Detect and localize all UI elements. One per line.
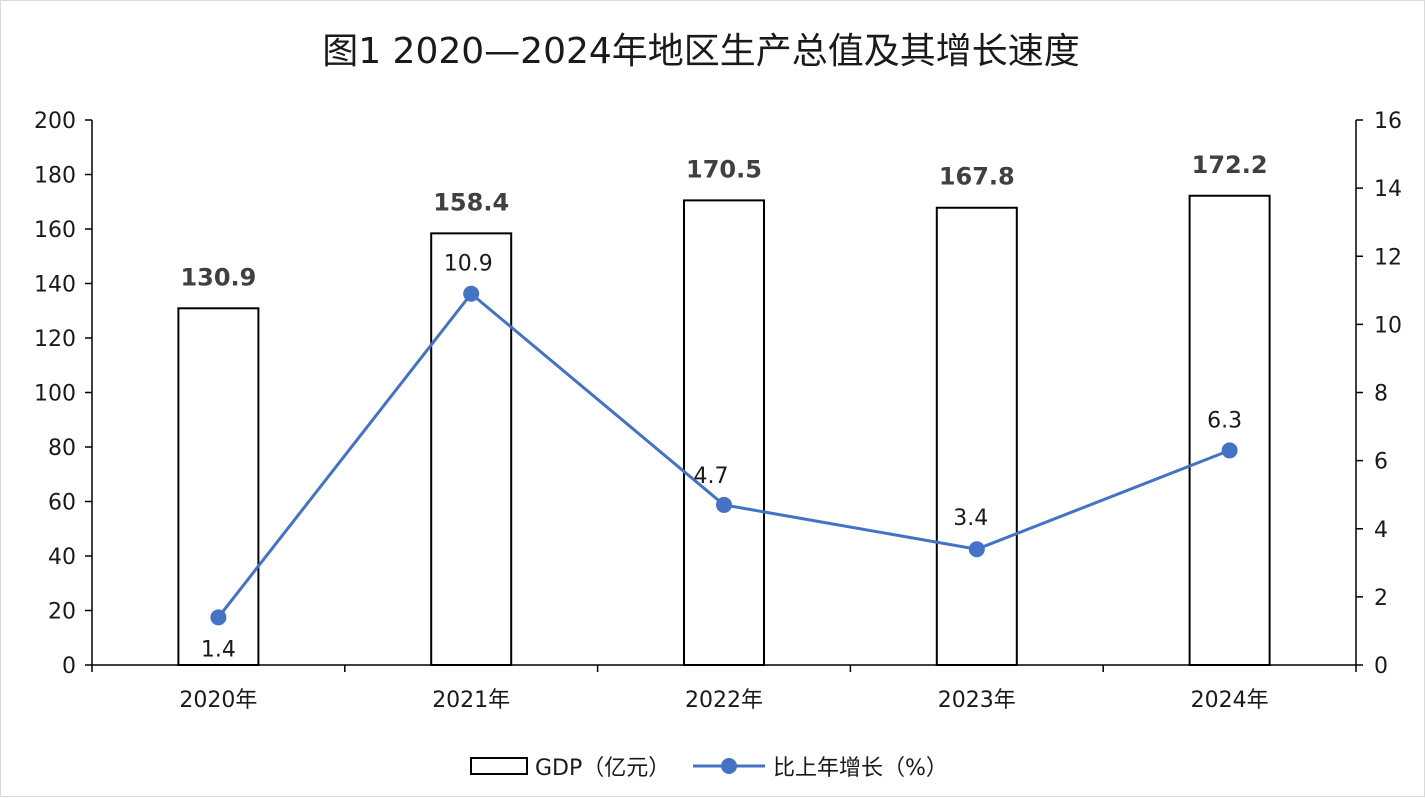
left-tick-label: 160 [34, 218, 76, 243]
right-tick-label: 2 [1374, 586, 1388, 611]
growth-point-label: 10.9 [444, 252, 493, 277]
right-tick-label: 8 [1374, 382, 1388, 407]
x-category-label: 2022年 [685, 688, 763, 713]
left-tick-label: 100 [34, 382, 76, 407]
legend-growth-label: 比上年增长（%） [773, 756, 948, 781]
x-category-label: 2020年 [179, 688, 257, 713]
right-tick-label: 12 [1374, 245, 1402, 270]
left-tick-label: 120 [34, 327, 76, 352]
data-labels: 130.9 158.4 170.5 167.8 172.2 1.4 10.9 4.7 3.4 6.… [180, 151, 1267, 663]
gdp-bar [1188, 194, 1271, 666]
gdp-bars [177, 194, 1271, 667]
left-tick-label: 180 [34, 164, 76, 189]
axes: 0 20 40 60 80 100 120 140 160 180 200 0 2 4 6 8 10 12 14 16… [34, 109, 1402, 713]
growth-point [968, 541, 985, 558]
right-tick-label: 6 [1374, 450, 1388, 475]
gdp-bar-label: 167.8 [939, 163, 1015, 191]
legend-growth-marker [721, 758, 737, 774]
growth-point [716, 496, 732, 513]
left-tick-label: 20 [48, 600, 76, 625]
x-category-label: 2023年 [938, 688, 1016, 713]
right-tick-label: 4 [1374, 518, 1388, 543]
growth-point [463, 285, 480, 302]
growth-point-label: 4.7 [694, 464, 729, 489]
x-category-label: 2021年 [432, 688, 510, 713]
growth-point-label: 6.3 [1207, 408, 1242, 433]
gdp-bar-label: 170.5 [686, 155, 762, 183]
right-tick-label: 10 [1374, 313, 1402, 338]
x-category-label: 2024年 [1191, 688, 1269, 713]
chart-title: 图1 2020—2024年地区生产总值及其增长速度 [322, 31, 1080, 72]
gdp-bar [935, 206, 1018, 666]
legend-gdp-swatch [470, 757, 528, 775]
left-tick-label: 60 [48, 491, 76, 516]
right-tick-label: 16 [1374, 109, 1402, 134]
right-tick-label: 14 [1374, 177, 1402, 202]
right-tick-label: 0 [1374, 654, 1388, 679]
growth-point-label: 3.4 [953, 506, 988, 531]
gdp-bar-label: 130.9 [180, 263, 256, 291]
gdp-bar-label: 172.2 [1192, 151, 1268, 179]
gdp-bar-label: 158.4 [433, 188, 509, 216]
growth-point-label: 1.4 [201, 637, 236, 662]
legend-gdp-label: GDP（亿元） [535, 756, 670, 781]
left-tick-label: 80 [48, 436, 76, 461]
left-tick-label: 140 [34, 273, 76, 298]
gdp-bar [683, 199, 765, 666]
left-tick-label: 0 [62, 654, 76, 679]
left-tick-label: 40 [48, 545, 76, 570]
left-tick-label: 200 [34, 109, 76, 134]
growth-point [1221, 442, 1238, 459]
gdp-bar [177, 307, 260, 666]
legend: GDP（亿元） 比上年增长（%） [470, 756, 948, 781]
growth-point [210, 609, 227, 626]
gdp-bar [430, 232, 513, 667]
growth-line [210, 285, 1238, 626]
